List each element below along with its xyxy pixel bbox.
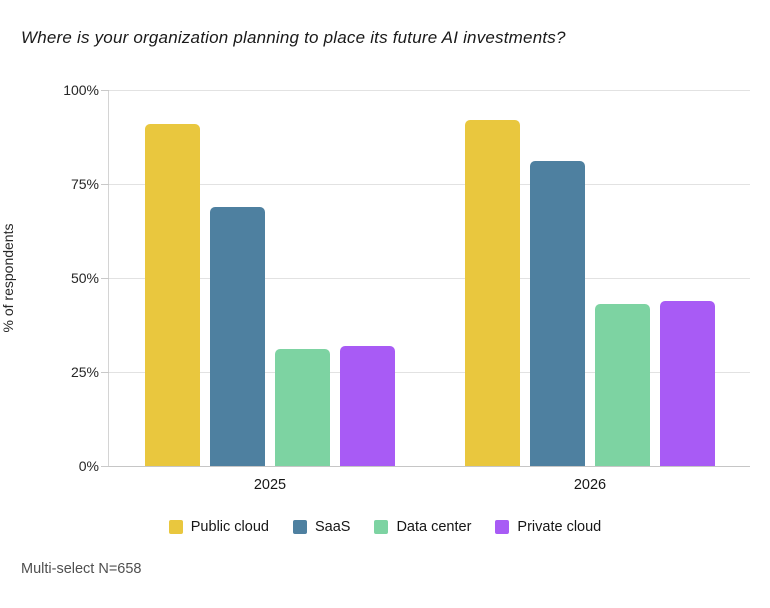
y-axis-title: % of respondents xyxy=(0,223,16,333)
legend-label-data-center: Data center xyxy=(396,519,472,535)
bar-public-cloud-2026 xyxy=(465,120,520,466)
legend: Public cloud SaaS Data center Private cloud xyxy=(0,519,770,535)
bar-saas-2026 xyxy=(530,161,585,466)
legend-item-private-cloud: Private cloud xyxy=(495,519,601,535)
legend-item-public-cloud: Public cloud xyxy=(168,519,269,535)
y-tick-label-75: 75% xyxy=(70,176,99,192)
x-category-label-2026: 2026 xyxy=(573,477,607,493)
chart-title: Where is your organization planning to p… xyxy=(21,28,566,47)
gridline-100 xyxy=(109,89,750,91)
bar-group-2026 xyxy=(465,90,715,466)
legend-label-saas: SaaS xyxy=(314,519,351,535)
bar-data-center-2025 xyxy=(275,349,330,466)
y-tick-label-25: 25% xyxy=(70,364,99,380)
y-tick-label-50: 50% xyxy=(70,270,99,286)
bar-public-cloud-2025 xyxy=(145,123,200,466)
y-tick-mark-0 xyxy=(101,465,109,467)
y-tick-mark-75 xyxy=(101,183,109,185)
plot-area: 0% 25% 50% 75% 100% 2025 2026 xyxy=(63,82,750,493)
legend-item-saas: SaaS xyxy=(292,519,351,535)
legend-swatch-public-cloud xyxy=(168,520,183,534)
legend-label-public-cloud: Public cloud xyxy=(190,519,269,535)
bar-saas-2025 xyxy=(210,206,265,466)
bar-data-center-2026 xyxy=(595,304,650,466)
gridline-50 xyxy=(109,277,750,279)
y-tick-mark-50 xyxy=(101,277,109,279)
legend-swatch-data-center xyxy=(374,520,389,534)
bar-private-cloud-2026 xyxy=(660,300,715,466)
gridline-25 xyxy=(109,371,750,373)
y-tick-label-100: 100% xyxy=(63,82,99,98)
legend-item-data-center: Data center xyxy=(374,519,471,535)
y-tick-mark-100 xyxy=(101,89,109,91)
legend-swatch-private-cloud xyxy=(495,520,510,534)
chart-note: Multi-select N=658 xyxy=(21,561,142,577)
legend-label-private-cloud: Private cloud xyxy=(517,519,602,535)
legend-swatch-saas xyxy=(292,520,307,534)
y-tick-mark-25 xyxy=(101,371,109,373)
bar-group-2025 xyxy=(145,90,395,466)
y-tick-label-0: 0% xyxy=(78,458,99,474)
x-category-label-2025: 2025 xyxy=(253,477,287,493)
bar-private-cloud-2025 xyxy=(340,345,395,466)
gridline-75 xyxy=(109,183,750,185)
